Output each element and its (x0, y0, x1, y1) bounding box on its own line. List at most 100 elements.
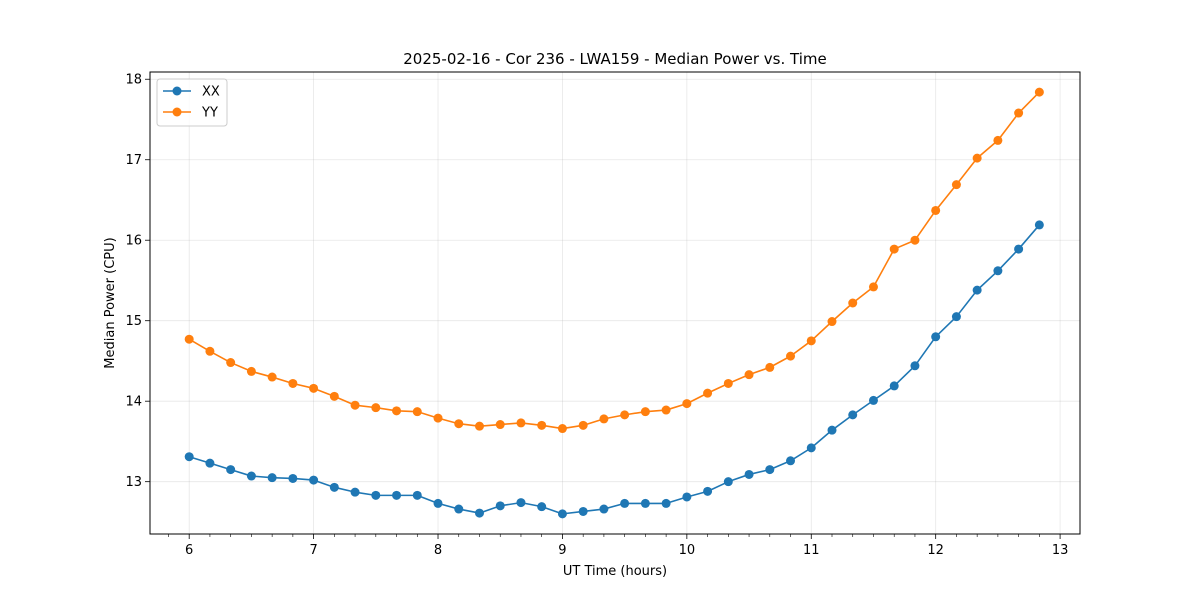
legend-label-xx: XX (202, 85, 220, 100)
data-point-xx (931, 332, 941, 342)
x-tick-label: 6 (185, 543, 193, 558)
series-layer (184, 87, 1044, 519)
data-point-xx (495, 501, 505, 511)
data-point-yy (184, 334, 194, 344)
data-point-xx (703, 486, 713, 496)
data-point-xx (288, 473, 298, 483)
y-tick-label: 16 (125, 234, 142, 249)
data-point-yy (848, 298, 858, 308)
data-point-xx (309, 475, 319, 485)
x-tick-label: 11 (803, 543, 820, 558)
data-point-xx (765, 465, 775, 475)
y-tick-label: 13 (125, 475, 142, 490)
data-point-yy (288, 378, 298, 388)
data-point-xx (537, 502, 547, 512)
data-point-yy (226, 358, 236, 368)
data-point-yy (557, 424, 567, 434)
legend-label-yy: YY (201, 106, 218, 121)
data-point-xx (806, 443, 816, 453)
legend: XX YY (156, 78, 228, 127)
data-point-xx (640, 498, 650, 508)
ticks: 6 7 8 9 10 11 12 13 13 14 15 16 17 18 (125, 73, 1068, 558)
data-point-yy (661, 405, 671, 415)
data-point-yy (392, 406, 402, 416)
plot-frame (149, 71, 1081, 535)
data-point-xx (682, 492, 692, 502)
legend-marker-xx (172, 86, 182, 96)
data-point-xx (786, 456, 796, 466)
data-point-xx (350, 487, 360, 497)
data-point-xx (1014, 244, 1024, 254)
y-tick-label: 14 (125, 395, 142, 410)
data-point-xx (205, 458, 215, 468)
data-point-yy (972, 153, 982, 163)
data-point-xx (993, 266, 1003, 276)
series-xx (184, 220, 1044, 519)
data-point-yy (309, 383, 319, 393)
data-point-xx (827, 425, 837, 435)
data-point-xx (184, 452, 194, 462)
data-point-yy (910, 235, 920, 245)
y-tick-label: 18 (125, 73, 142, 88)
data-point-xx (620, 498, 630, 508)
data-point-yy (1014, 108, 1024, 118)
data-point-xx (329, 482, 339, 492)
data-point-yy (744, 370, 754, 380)
data-point-yy (495, 420, 505, 430)
data-point-yy (827, 317, 837, 327)
data-point-xx (661, 498, 671, 508)
chart-title: 2025-02-16 - Cor 236 - LWA159 - Median P… (403, 50, 827, 68)
y-tick-label: 17 (125, 153, 142, 168)
data-point-yy (578, 420, 588, 430)
data-point-xx (433, 498, 443, 508)
data-point-yy (640, 407, 650, 417)
data-point-yy (993, 135, 1003, 145)
data-point-yy (951, 180, 961, 190)
data-point-xx (246, 471, 256, 481)
data-point-yy (267, 372, 277, 382)
data-point-yy (329, 391, 339, 401)
data-point-xx (599, 504, 609, 514)
data-point-yy (412, 407, 422, 417)
data-point-yy (620, 410, 630, 420)
data-point-xx (392, 490, 402, 500)
data-point-yy (682, 399, 692, 409)
x-tick-label: 9 (558, 543, 566, 558)
data-point-yy (889, 244, 899, 254)
data-point-xx (474, 508, 484, 518)
grid (150, 72, 1080, 534)
data-point-xx (371, 490, 381, 500)
data-point-yy (806, 336, 816, 346)
data-point-xx (578, 506, 588, 516)
legend-marker-yy (172, 107, 182, 117)
data-point-yy (868, 282, 878, 292)
data-point-xx (557, 509, 567, 519)
data-point-yy (205, 346, 215, 356)
data-point-xx (516, 498, 526, 508)
data-point-yy (433, 413, 443, 423)
x-tick-label: 8 (434, 543, 442, 558)
data-point-yy (599, 414, 609, 424)
data-point-yy (703, 388, 713, 398)
x-tick-label: 10 (679, 543, 696, 558)
x-tick-label: 7 (309, 543, 317, 558)
y-axis-label: Median Power (CPU) (103, 237, 118, 368)
data-point-yy (931, 205, 941, 215)
data-point-xx (910, 361, 920, 371)
data-point-xx (848, 410, 858, 420)
x-tick-label: 13 (1052, 543, 1069, 558)
data-point-xx (723, 477, 733, 487)
data-point-yy (371, 403, 381, 413)
y-tick-label: 15 (125, 314, 142, 329)
data-point-xx (412, 490, 422, 500)
data-point-yy (765, 362, 775, 372)
data-point-yy (1034, 87, 1044, 97)
data-point-yy (454, 419, 464, 429)
data-point-yy (474, 421, 484, 431)
data-point-yy (246, 366, 256, 376)
x-axis-label: UT Time (hours) (563, 564, 667, 579)
data-point-xx (226, 465, 236, 475)
x-tick-label: 12 (927, 543, 944, 558)
series-yy (184, 87, 1044, 434)
